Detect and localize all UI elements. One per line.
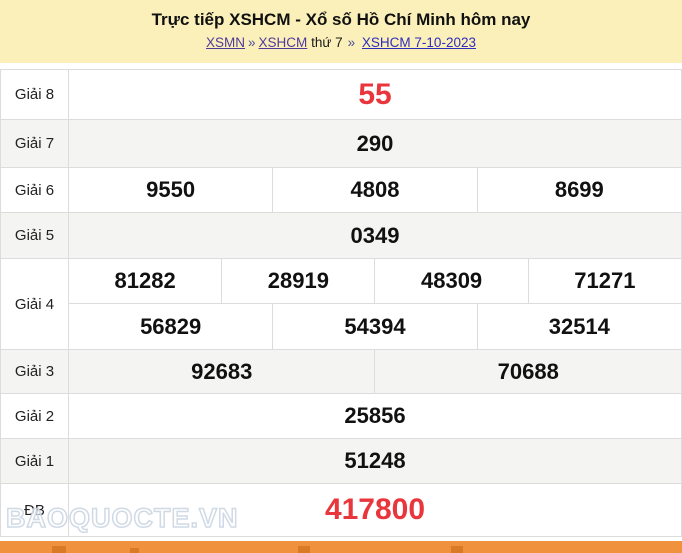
page-header: Trực tiếp XSHCM - Xổ số Hồ Chí Minh hôm … — [0, 0, 682, 63]
breadcrumb-link-xsmn[interactable]: XSMN — [206, 35, 246, 50]
prize-label: Giải 6 — [0, 167, 69, 213]
prize-row-giai-6: Giải 6 9550 4808 8699 — [0, 167, 682, 213]
bottom-orange-bar — [0, 541, 682, 553]
breadcrumb: XSMN» XSHCM thứ 7» XSHCM 7-10-2023 — [0, 34, 682, 51]
cutoff-text-mark — [52, 546, 66, 553]
prize-row-giai-5: Giải 5 0349 — [0, 212, 682, 259]
prize-value: 32514 — [476, 303, 682, 350]
prize-value: 92683 — [67, 349, 376, 394]
prize-value: 51248 — [68, 438, 682, 484]
prize-label: ĐB — [0, 483, 69, 537]
prize-row-giai-4-line-1: Giải 4 81282 28919 48309 71271 — [0, 258, 682, 350]
prize-value: 8699 — [476, 167, 682, 213]
prize-label: Giải 8 — [0, 69, 69, 120]
prize-value: 290 — [68, 119, 682, 168]
prize-value: 71271 — [527, 258, 682, 304]
prize-value: 70688 — [374, 349, 682, 394]
header-table-gap — [0, 63, 682, 69]
breadcrumb-separator: » — [248, 35, 256, 50]
prize-label: Giải 4 — [0, 258, 69, 350]
prize-value: 55 — [68, 69, 682, 120]
prize-value: 9550 — [67, 167, 274, 213]
prize-value: 81282 — [67, 258, 223, 304]
breadcrumb-separator: » — [347, 35, 356, 50]
prize-label: Giải 3 — [0, 349, 69, 394]
prize-row-giai-4-line-2: 56829 54394 32514 — [1, 303, 682, 350]
prize-row-db: ĐB 417800 — [0, 483, 682, 537]
prize-value: 28919 — [221, 258, 376, 304]
prize-row-giai-8: Giải 8 55 — [0, 69, 682, 120]
prize-value: 48309 — [374, 258, 529, 304]
prize-label: Giải 5 — [0, 212, 69, 259]
breadcrumb-link-date[interactable]: XSHCM 7-10-2023 — [361, 35, 476, 50]
breadcrumb-day-text: thứ 7 — [311, 35, 343, 50]
cutoff-text-mark — [451, 546, 463, 553]
page-title: Trực tiếp XSHCM - Xổ số Hồ Chí Minh hôm … — [151, 10, 531, 29]
prize-value: 0349 — [68, 212, 682, 259]
prize-label: Giải 2 — [0, 393, 69, 439]
prize-row-giai-1: Giải 1 51248 — [0, 438, 682, 484]
prize-label: Giải 1 — [0, 438, 69, 484]
prize-label: Giải 7 — [0, 119, 69, 168]
prize-value: 4808 — [272, 167, 478, 213]
prize-row-giai-2: Giải 2 25856 — [0, 393, 682, 439]
prize-value: 417800 — [68, 483, 682, 537]
prize-row-giai-7: Giải 7 290 — [0, 119, 682, 168]
cutoff-text-mark — [130, 548, 139, 553]
lottery-results-table: Giải 8 55 Giải 7 290 Giải 6 9550 4808 86… — [0, 69, 682, 537]
breadcrumb-link-xshcm[interactable]: XSHCM — [258, 35, 308, 50]
prize-value: 54394 — [272, 303, 478, 350]
prize-value: 25856 — [68, 393, 682, 439]
cutoff-text-mark — [298, 546, 310, 553]
prize-value: 56829 — [67, 303, 274, 350]
prize-row-giai-3: Giải 3 92683 70688 — [0, 349, 682, 394]
